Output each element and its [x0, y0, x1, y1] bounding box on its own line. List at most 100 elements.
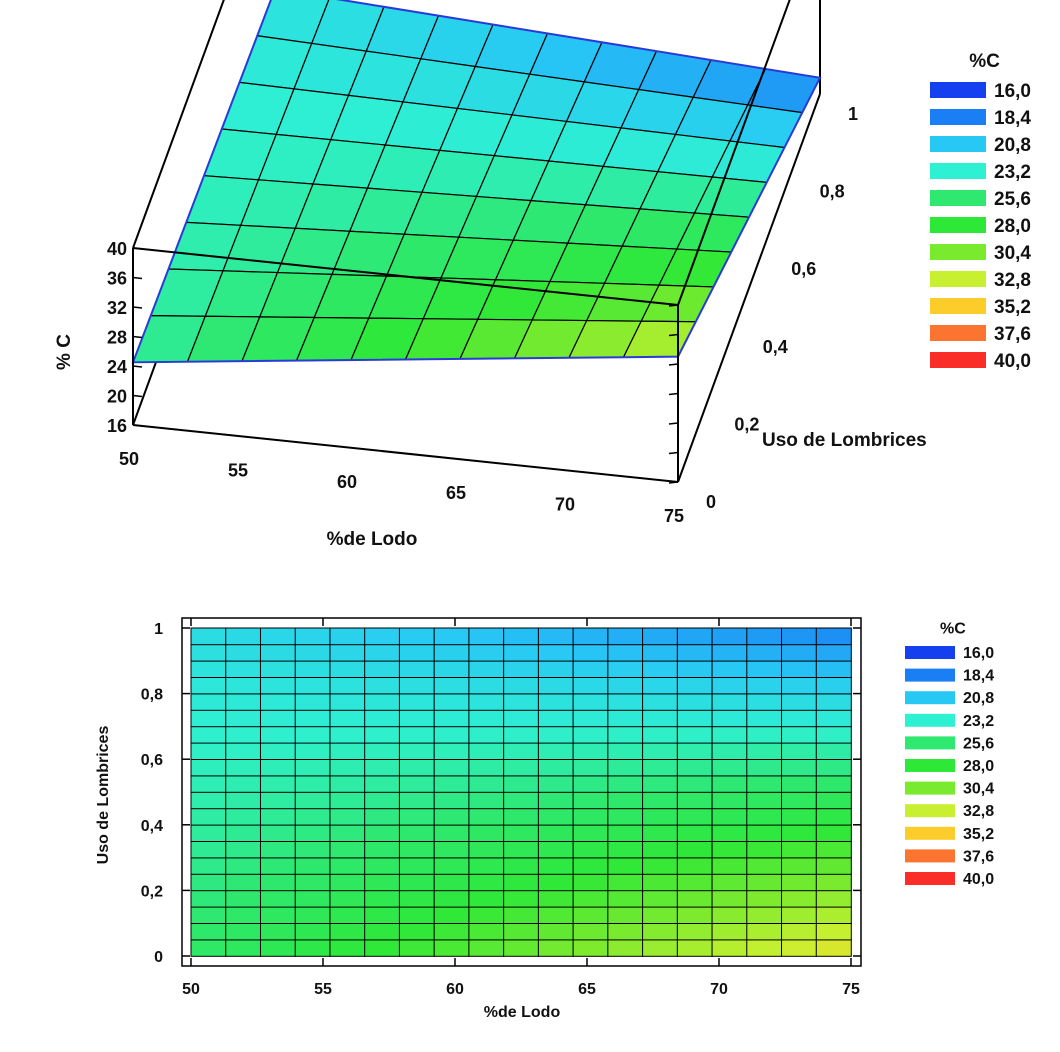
heatmap-cell [607, 693, 644, 711]
heatmap-cell [537, 939, 574, 957]
heatmap-cell [815, 660, 852, 678]
heatmap-cell [711, 922, 748, 941]
heatmap-cell [815, 693, 852, 711]
heatmap-cell [607, 660, 644, 678]
x-tick-label: 50 [182, 981, 200, 998]
z-tick [668, 392, 679, 396]
heatmap-cell [503, 857, 540, 875]
heatmap-cell [329, 660, 366, 678]
z-tick [668, 333, 679, 337]
heatmap-cell [259, 693, 297, 711]
heatmap-cell [642, 791, 679, 810]
heatmap-cell [815, 758, 852, 777]
legend-label: 23,2 [963, 713, 994, 730]
heatmap-cell [537, 742, 574, 760]
heatmap-cell [364, 873, 401, 892]
heatmap-cell [781, 775, 818, 793]
box-edge-back [132, 0, 225, 249]
heatmap-cell [225, 643, 262, 662]
heatmap-cell [781, 873, 818, 892]
heatmap-cell [190, 840, 227, 859]
z-tick-label: 16 [107, 416, 127, 436]
x-tick-label: 60 [337, 472, 357, 492]
heatmap-cell [294, 725, 331, 744]
heatmap-cell [190, 889, 227, 908]
heatmap-cell [433, 775, 470, 793]
heatmap-cell [781, 643, 818, 662]
heatmap-cell [398, 709, 435, 728]
legend-label: 35,2 [963, 826, 994, 843]
heatmap-cell [815, 709, 852, 728]
legend-swatch [905, 849, 955, 863]
x-tick-label: 70 [555, 495, 575, 515]
heatmap-cell [294, 939, 331, 957]
heatmap-cell [572, 873, 609, 892]
heatmap-cell [433, 676, 470, 695]
heatmap-cell [781, 922, 818, 941]
heatmap-cell [329, 643, 366, 662]
heatmap-cell [676, 939, 713, 957]
heatmap-cell [815, 922, 852, 941]
heatmap-cell [294, 840, 331, 859]
heatmap-cell [225, 693, 262, 711]
heatmap-cell [537, 873, 574, 892]
heatmap-cell [537, 627, 574, 646]
legend-label: 20,8 [994, 135, 1031, 156]
heatmap-cell [781, 889, 818, 908]
heatmap-cell [572, 693, 609, 711]
heatmap-cell [711, 775, 748, 793]
heatmap-cell [503, 939, 540, 957]
z-tick [668, 451, 679, 455]
heatmap-cell [190, 857, 227, 875]
heatmap-cell [364, 939, 401, 957]
heatmap-cell [746, 889, 783, 908]
heatmap-cell [364, 922, 401, 941]
heatmap-cell [781, 807, 818, 826]
heatmap-cell [711, 840, 748, 859]
heatmap-cell [259, 873, 297, 892]
heatmap-cell [190, 807, 227, 826]
heatmap-cell [537, 840, 574, 859]
z-tick [132, 276, 143, 280]
heatmap-cell [642, 824, 679, 842]
heatmap-cell [364, 857, 401, 875]
z-tick [668, 481, 679, 484]
heatmap-cell [537, 922, 574, 941]
heatmap-cell [746, 709, 783, 728]
heatmap-cell [607, 873, 644, 892]
heatmap-cell [781, 742, 818, 760]
heatmap-cell [503, 807, 540, 826]
heatmap-cell [468, 660, 505, 678]
heatmap-cell [225, 857, 262, 875]
legend-label: 30,4 [963, 781, 994, 798]
heatmap-cell [537, 906, 574, 924]
heatmap-cell [259, 939, 297, 957]
heatmap-cell [711, 807, 748, 826]
legend-label: 23,2 [994, 162, 1031, 183]
heatmap-cell [294, 889, 331, 908]
legend-label: 32,8 [963, 803, 994, 820]
heatmap-cell [711, 939, 748, 957]
heatmap-cell [642, 939, 679, 957]
heatmap-cell [259, 807, 297, 826]
heatmap-cell [468, 725, 505, 744]
heatmap-cell [503, 873, 540, 892]
heatmap-cell [294, 791, 331, 810]
heatmap-cell [781, 906, 818, 924]
heatmap-cell [572, 906, 609, 924]
heatmap-cell [781, 758, 818, 777]
heatmap-cell [433, 840, 470, 859]
heatmap-cell [398, 873, 435, 892]
heatmap-cell [503, 643, 540, 662]
heatmap-cell [259, 627, 297, 646]
heatmap-cell [225, 742, 262, 760]
heatmap-cell [676, 643, 713, 662]
heatmap-cell [676, 824, 713, 842]
z-tick [132, 394, 143, 398]
heatmap-cell [711, 709, 748, 728]
heatmap-cell [503, 840, 540, 859]
y-tick-label: 0 [706, 492, 716, 512]
heatmap-cell [294, 758, 331, 777]
heatmap-cell [433, 693, 470, 711]
heatmap-cell [642, 693, 679, 711]
